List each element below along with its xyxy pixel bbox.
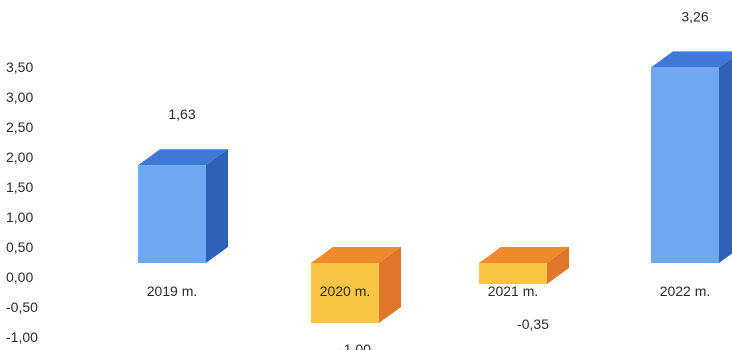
bar-front [651, 67, 719, 264]
bar-3 [651, 51, 732, 264]
y-tick-label: 3,50 [6, 59, 33, 75]
y-tick-label: 0,50 [6, 239, 33, 255]
bar-front [138, 165, 206, 263]
value-label: -0,35 [517, 316, 549, 332]
value-label: 3,26 [681, 8, 708, 24]
y-tick-label: 1,50 [6, 179, 33, 195]
category-label: 2022 m. [660, 283, 711, 299]
bar-side [719, 57, 732, 263]
bar-top [479, 247, 569, 263]
bar-2 [479, 247, 569, 284]
bar-side [379, 247, 401, 323]
y-tick-label: 2,00 [6, 149, 33, 165]
y-tick-label: -0,50 [6, 299, 38, 315]
bar-top [651, 51, 732, 68]
y-axis: 3,50 3,00 2,50 2,00 1,50 1,00 0,50 0,00 -0,50 -1,… [6, 59, 38, 345]
bars [138, 51, 732, 323]
bar-top [138, 149, 228, 166]
bar-1 [311, 247, 401, 323]
bar-front [311, 263, 379, 323]
y-tick-label: 0,00 [6, 269, 33, 285]
category-label: 2019 m. [147, 283, 198, 299]
y-tick-label: 2,50 [6, 119, 33, 135]
category-label: 2020 m. [320, 283, 371, 299]
bar-front [479, 263, 547, 284]
value-label: 1,63 [168, 106, 195, 122]
bar-side [547, 247, 569, 284]
y-tick-label: 1,00 [6, 209, 33, 225]
bar-0 [138, 149, 228, 263]
y-tick-label: -1,00 [6, 329, 38, 345]
category-label: 2021 m. [488, 283, 539, 299]
bar-side [206, 149, 228, 263]
y-tick-label: 3,00 [6, 89, 33, 105]
bar-top [311, 247, 401, 263]
value-label: -1.00 [339, 341, 371, 350]
labels: 2019 m. 1,63 2020 m. -1.00 2021 m. -0,35 2022 … [147, 8, 711, 350]
